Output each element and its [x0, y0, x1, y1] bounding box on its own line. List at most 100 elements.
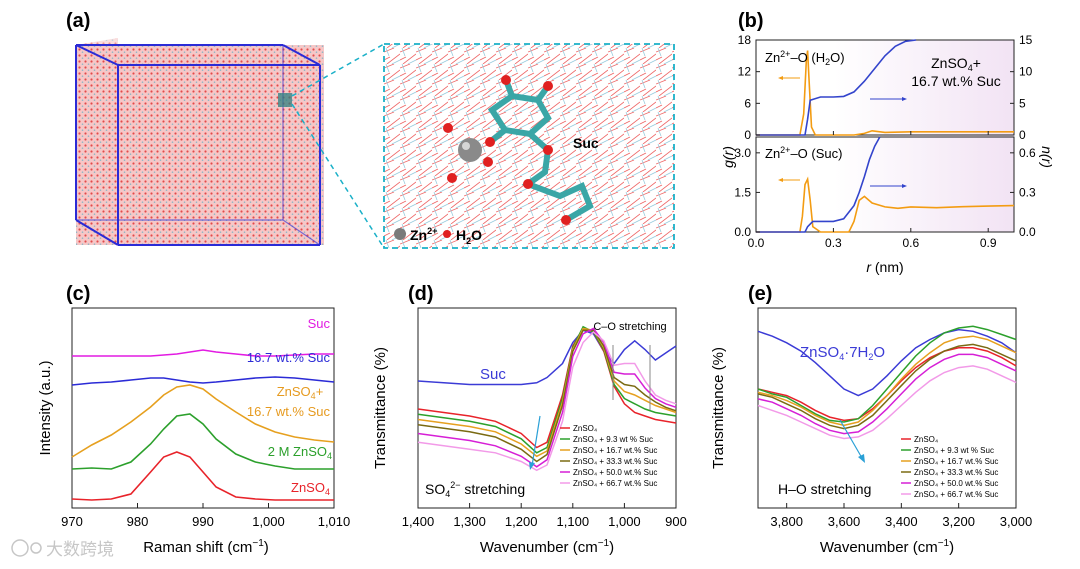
x-tick-label: 970 [61, 514, 83, 529]
series-nr [756, 136, 881, 233]
so4-arrow [531, 415, 541, 467]
series-line [417, 327, 677, 458]
panel-c: (c) 970 980 990 1,000 1,010 Intensity (a.u.)… [37, 283, 350, 556]
panel-e-curves [757, 325, 1017, 440]
label-suc: Suc [308, 316, 331, 331]
panel-e: (e) 3,800 3,600 3,400 3,200 3,000 ZnSO4·7H2O… [710, 283, 1032, 556]
zoom-line [291, 103, 385, 249]
zoom-inset: Zn2+ H2O Suc [383, 43, 675, 249]
panel-b-ticks: 0.0 0.3 0.6 0.9 0 6 12 18 0 5 10 15 0.0 1.5 3.0 0.0 0.3 0… [734, 33, 1036, 250]
ho-arrow [839, 419, 863, 459]
series-line [757, 353, 1017, 435]
panel-a: (a) [66, 10, 675, 249]
y-tick-label: 12 [738, 65, 752, 79]
panel-b-system-line1: ZnSO4+ [931, 55, 981, 73]
oxygen-atom [485, 137, 495, 147]
series-line [72, 349, 334, 357]
series-line [71, 451, 334, 501]
panel-d-legend: ZnSO₄ ZnSO₄ + 9.3 wt % Suc ZnSO₄ + 16.7 wt… [560, 424, 657, 488]
panel-b-top-frame [755, 39, 1015, 136]
x-tick-label: 900 [665, 514, 687, 529]
panel-c-ticks: 970 980 990 1,000 1,010 [61, 503, 350, 529]
series-line [417, 325, 677, 454]
series-nr [756, 39, 917, 136]
panel-b-shade [834, 40, 1014, 232]
panel-e-xlabel: Wavenumber (cm−1) [820, 538, 954, 556]
panel-e-frame [757, 307, 1017, 509]
hydrate-label: ZnSO4·7H2O [800, 344, 885, 362]
panel-c-label: (c) [66, 283, 90, 305]
panel-e-label: (e) [748, 283, 772, 305]
x-tick-label: 0.0 [748, 236, 765, 250]
series-line [757, 335, 1017, 427]
x-tick-label: 1,400 [402, 514, 435, 529]
panel-e-ticks: 3,800 3,600 3,400 3,200 3,000 [770, 503, 1032, 529]
panel-b: (b) 0.0 0.3 0.6 0.90612180510150.01.53.00.0… [720, 10, 1055, 275]
watermark: 大数跨境 [11, 539, 114, 559]
series-line [71, 376, 335, 386]
y-tick-label: 0.0 [734, 225, 751, 239]
x-tick-label: 1,000 [252, 514, 285, 529]
x-tick-label: 3,800 [770, 514, 803, 529]
x-tick-label: 0.9 [980, 236, 997, 250]
y-tick-label: 3.0 [734, 146, 751, 160]
series-line [757, 328, 1017, 397]
panel-d-curves [417, 325, 677, 472]
d-suc-label: Suc [480, 366, 506, 383]
label-2m-znso4: 2 M ZnSO4 [268, 444, 332, 461]
series-line [417, 330, 677, 472]
so4-arrow-head [529, 462, 535, 470]
series-line [757, 365, 1017, 440]
box-edge [282, 219, 321, 246]
x-tick-label: 1,100 [557, 514, 590, 529]
panel-b-ylabel-right: n(r) [1039, 146, 1055, 168]
panel-d-label: (d) [408, 283, 434, 305]
x-tick-label: 980 [127, 514, 149, 529]
y-tick-label: 0 [744, 128, 751, 142]
panel-b-bottom-curves [756, 136, 1015, 233]
panel-e-legend: ZnSO₄ ZnSO₄ + 9.3 wt % Suc ZnSO₄ + 16.7 wt… [901, 435, 998, 499]
panel-a-label: (a) [66, 10, 90, 32]
oxygen-atom [443, 123, 453, 133]
legend-label: ZnSO₄ + 66.7 wt.% Suc [573, 479, 657, 488]
panel-d-ylabel: Transmittance (%) [372, 347, 389, 469]
y-tick-label: 0.6 [1019, 146, 1036, 160]
gr-arrow-head [778, 178, 783, 182]
box-edge [282, 44, 321, 66]
label-mix-line2: 16.7 wt.% Suc [247, 404, 331, 419]
zn-ion-highlight [462, 142, 470, 150]
watermark-text: 大数跨境 [46, 540, 114, 559]
watermark-icon [11, 539, 29, 557]
molecule-cloud [76, 45, 324, 245]
label-znso4: ZnSO4 [291, 480, 330, 497]
y-tick-label: 10 [1019, 65, 1033, 79]
x-tick-label: 1,000 [608, 514, 641, 529]
panel-b-bottom-label: Zn2+–O (Suc) [765, 145, 842, 161]
so4-stretching-label: SO42− stretching [425, 480, 525, 499]
legend-label: ZnSO₄ + 66.7 wt.% Suc [914, 490, 998, 499]
zoom-frame [383, 43, 675, 249]
co-stretching-label: C–O stretching [593, 321, 666, 333]
panel-b-xlabel: r (nm) [866, 259, 903, 275]
oxygen-atom [543, 145, 553, 155]
x-tick-label: 3,200 [942, 514, 975, 529]
series-gr [756, 50, 1014, 136]
x-tick-label: 1,300 [453, 514, 486, 529]
legend-label: ZnSO₄ [573, 424, 597, 433]
y-tick-label: 15 [1019, 33, 1033, 47]
y-tick-label: 0.0 [1019, 225, 1036, 239]
series-line [757, 325, 1017, 423]
ho-stretching-label: H–O stretching [778, 481, 871, 497]
gr-arrow-head [778, 76, 783, 80]
watermark-icon [30, 542, 42, 554]
water-legend-icon [443, 230, 451, 238]
legend-label: ZnSO₄ + 50.0 wt.% Suc [914, 479, 998, 488]
x-tick-label: 1,010 [318, 514, 351, 529]
panel-d-frame [417, 307, 677, 509]
legend-label: ZnSO₄ + 50.0 wt.% Suc [573, 468, 657, 477]
panel-b-arrows [778, 76, 907, 188]
ho-arrow-head [858, 454, 865, 463]
y-tick-label: 0.3 [1019, 185, 1036, 199]
oxygen-atom [501, 75, 511, 85]
y-tick-label: 1.5 [734, 185, 751, 199]
